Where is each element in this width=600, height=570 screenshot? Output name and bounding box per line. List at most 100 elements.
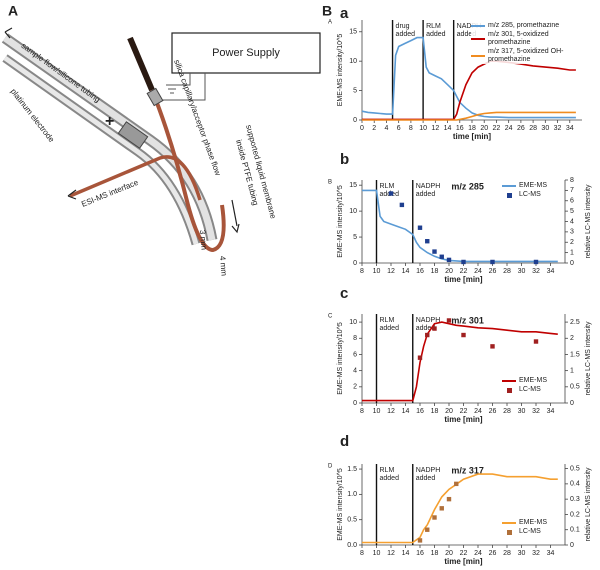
- data-line: [362, 321, 558, 402]
- x-tick-label: 24: [505, 125, 513, 132]
- y-tick-label: 1.5: [347, 466, 357, 473]
- event-label: RLM: [380, 183, 395, 190]
- legend-swatch: [507, 529, 512, 535]
- x-tick-label: 30: [518, 268, 526, 275]
- legend-swatch: [471, 55, 485, 57]
- y-tick-label: 8: [353, 335, 357, 342]
- event-label: NADPH: [416, 317, 441, 324]
- x-tick-label: 34: [566, 125, 574, 132]
- label: platinum electrode: [9, 87, 57, 144]
- capillary-top: [127, 36, 155, 92]
- y2-tick-label: 1: [570, 367, 574, 374]
- y2-tick-label: 0: [570, 260, 574, 267]
- panel-letter: d: [340, 433, 349, 450]
- capillary: [150, 89, 226, 253]
- event-label: added: [380, 325, 400, 332]
- data-line: [361, 36, 576, 119]
- x-tick-label: 26: [489, 268, 497, 275]
- event-label: RLM: [380, 317, 395, 324]
- legend-box: EME-MS LC-MS: [502, 377, 562, 394]
- legend-entry: m/z 285, promethazine: [471, 22, 579, 30]
- x-tick-label: 32: [532, 268, 540, 275]
- y-tick-label: 1.0: [347, 491, 357, 498]
- event-label: added: [380, 475, 400, 482]
- x-tick-label: 16: [456, 125, 464, 132]
- event-label: added: [416, 475, 436, 482]
- x-tick-label: 22: [493, 125, 501, 132]
- legend-swatch: [502, 380, 516, 382]
- y2-tick-label: 3: [570, 229, 574, 236]
- data-point: [490, 259, 495, 265]
- data-point: [388, 191, 394, 196]
- legend-swatch: [471, 25, 485, 27]
- data-point: [425, 527, 430, 532]
- annotation: m/z 301: [451, 315, 484, 325]
- event-label: added: [396, 31, 416, 38]
- legend-entry: LC-MS: [502, 191, 562, 199]
- legend: EME-MS LC-MS: [502, 519, 562, 536]
- annotation: m/z 285: [451, 181, 484, 191]
- legend-box: EME-MS LC-MS: [502, 182, 562, 199]
- x-tick-label: 0: [360, 125, 364, 132]
- x-axis-label: time [min]: [444, 557, 483, 566]
- y2-axis-label: relative LC-MS intensity: [585, 184, 592, 258]
- x-tick-label: 28: [503, 550, 511, 557]
- x-tick-label: 32: [532, 550, 540, 557]
- y-tick-label: 15: [349, 29, 357, 36]
- x-tick-label: 22: [460, 550, 468, 557]
- wires: [162, 73, 206, 101]
- x-tick-label: 32: [554, 125, 562, 132]
- x-tick-label: 14: [444, 125, 452, 132]
- x-tick-label: 10: [373, 408, 381, 415]
- panel-tag: C: [328, 314, 333, 320]
- x-tick-label: 28: [503, 408, 511, 415]
- y-axis-label: EME-MS intensity/10^5: [337, 468, 344, 541]
- legend-label: EME-MS: [519, 377, 547, 384]
- event-label: RLM: [426, 23, 441, 30]
- data-point: [432, 326, 437, 331]
- tube-inner: [2, 35, 216, 241]
- x-tick-label: 28: [503, 268, 511, 275]
- data-point: [399, 202, 405, 208]
- y2-tick-label: 6: [570, 198, 574, 205]
- x-tick-label: 18: [431, 408, 439, 415]
- x-tick-label: 28: [529, 125, 537, 132]
- legend-swatch: [502, 185, 516, 187]
- x-tick-label: 10: [373, 268, 381, 275]
- legend-entry: EME-MS: [502, 519, 562, 527]
- data-point: [490, 344, 495, 349]
- x-tick-label: 12: [387, 268, 395, 275]
- x-tick-label: 20: [445, 550, 453, 557]
- dimension: 3 mm: [198, 230, 209, 251]
- y-axis-label: EME-MS intensity/10^5: [337, 185, 344, 258]
- x-tick-label: 8: [409, 125, 413, 132]
- x-tick-label: 26: [489, 550, 497, 557]
- legend-label: m/z 301, 5-oxidized promethazine: [488, 31, 549, 46]
- x-tick-label: 16: [416, 268, 424, 275]
- connector: [146, 87, 164, 107]
- data-point: [425, 239, 430, 244]
- panel-tag: B: [328, 180, 332, 186]
- panel-tag: A: [328, 20, 332, 26]
- y2-tick-label: 2: [570, 335, 574, 342]
- y2-tick-label: 2.5: [570, 319, 580, 326]
- x-tick-label: 12: [431, 125, 439, 132]
- x-tick-label: 24: [474, 408, 482, 415]
- legend-label: LC-MS: [519, 528, 541, 535]
- x-tick-label: 12: [387, 550, 395, 557]
- y-axis-label: EME-MS intensity/10^5: [337, 322, 344, 395]
- legend-label: LC-MS: [519, 386, 541, 393]
- tube-inner: [3, 55, 199, 245]
- legend-entry: m/z 301, 5-oxidized promethazine: [471, 31, 579, 47]
- legend-label: LC-MS: [519, 191, 541, 198]
- legend-swatch: [507, 387, 512, 393]
- legend-entry: EME-MS: [502, 182, 562, 190]
- legend-entry: EME-MS: [502, 377, 562, 385]
- data-point: [454, 481, 459, 487]
- x-axis-label: time [min]: [444, 415, 483, 424]
- data-point: [417, 538, 423, 543]
- x-tick-label: 14: [402, 550, 410, 557]
- x-tick-label: 18: [431, 550, 439, 557]
- data-point: [446, 318, 452, 323]
